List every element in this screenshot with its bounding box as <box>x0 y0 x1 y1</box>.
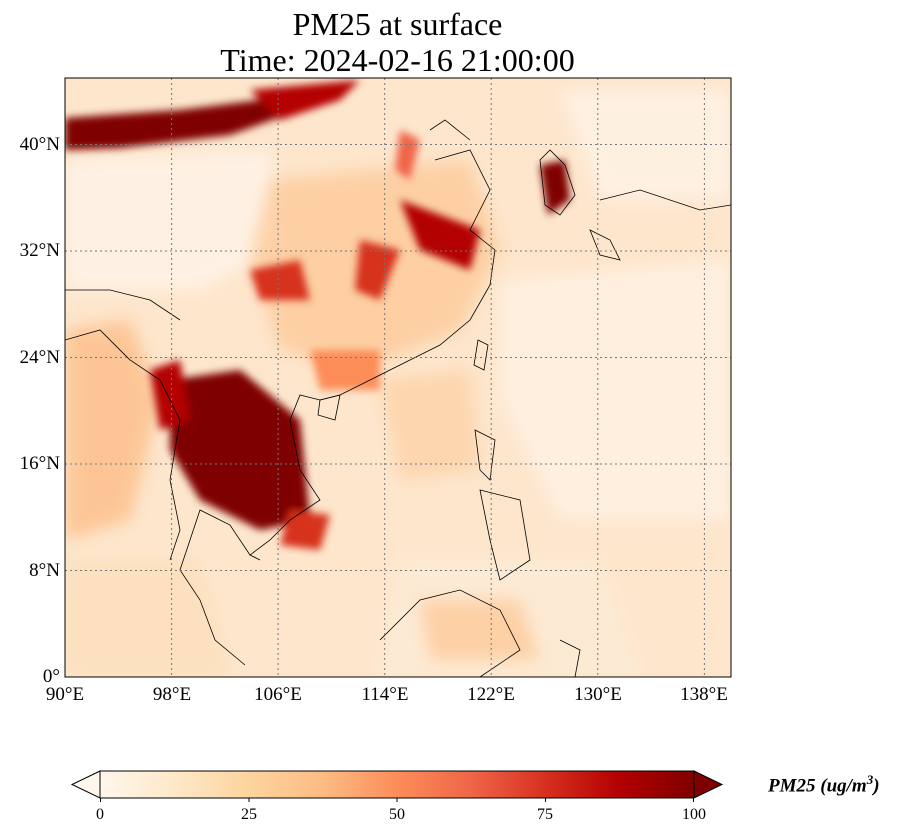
lat-tick-label: 8°N <box>29 560 60 581</box>
lon-tick-label: 114°E <box>361 684 409 705</box>
colorbar-label: PM25 (ug/m3) <box>768 772 880 797</box>
lat-tick-label: 0° <box>42 666 60 687</box>
lat-tick-label: 24°N <box>19 347 60 368</box>
lon-tick-label: 138°E <box>680 684 728 705</box>
lon-tick-label: 106°E <box>254 684 302 705</box>
colorbar-tick-label: 50 <box>389 806 405 823</box>
lon-tick-label: 98°E <box>152 684 192 705</box>
gridlines <box>65 78 731 677</box>
lat-tick-label: 32°N <box>19 240 60 261</box>
colorbar-max-extend <box>693 770 724 799</box>
colorbar-tick-label: 100 <box>682 806 706 823</box>
colorbar-tick-label: 0 <box>96 806 104 823</box>
colorbar-min-extend <box>70 770 101 799</box>
colorbar-tick-label: 25 <box>241 806 257 823</box>
lon-tick-label: 90°E <box>45 684 85 705</box>
map-title: PM25 at surface <box>292 6 503 42</box>
map-time-subtitle: Time: 2024-02-16 21:00:00 <box>220 42 575 78</box>
lat-tick-label: 40°N <box>19 134 60 155</box>
map-frame <box>64 77 732 678</box>
colorbar-gradient <box>100 771 694 798</box>
lon-tick-label: 130°E <box>574 684 622 705</box>
colorbar <box>70 770 724 802</box>
lat-tick-label: 16°N <box>19 453 60 474</box>
lon-tick-label: 122°E <box>467 684 515 705</box>
pm25-field <box>65 78 731 677</box>
colorbar-tick-label: 75 <box>537 806 553 823</box>
coastlines <box>65 119 731 677</box>
